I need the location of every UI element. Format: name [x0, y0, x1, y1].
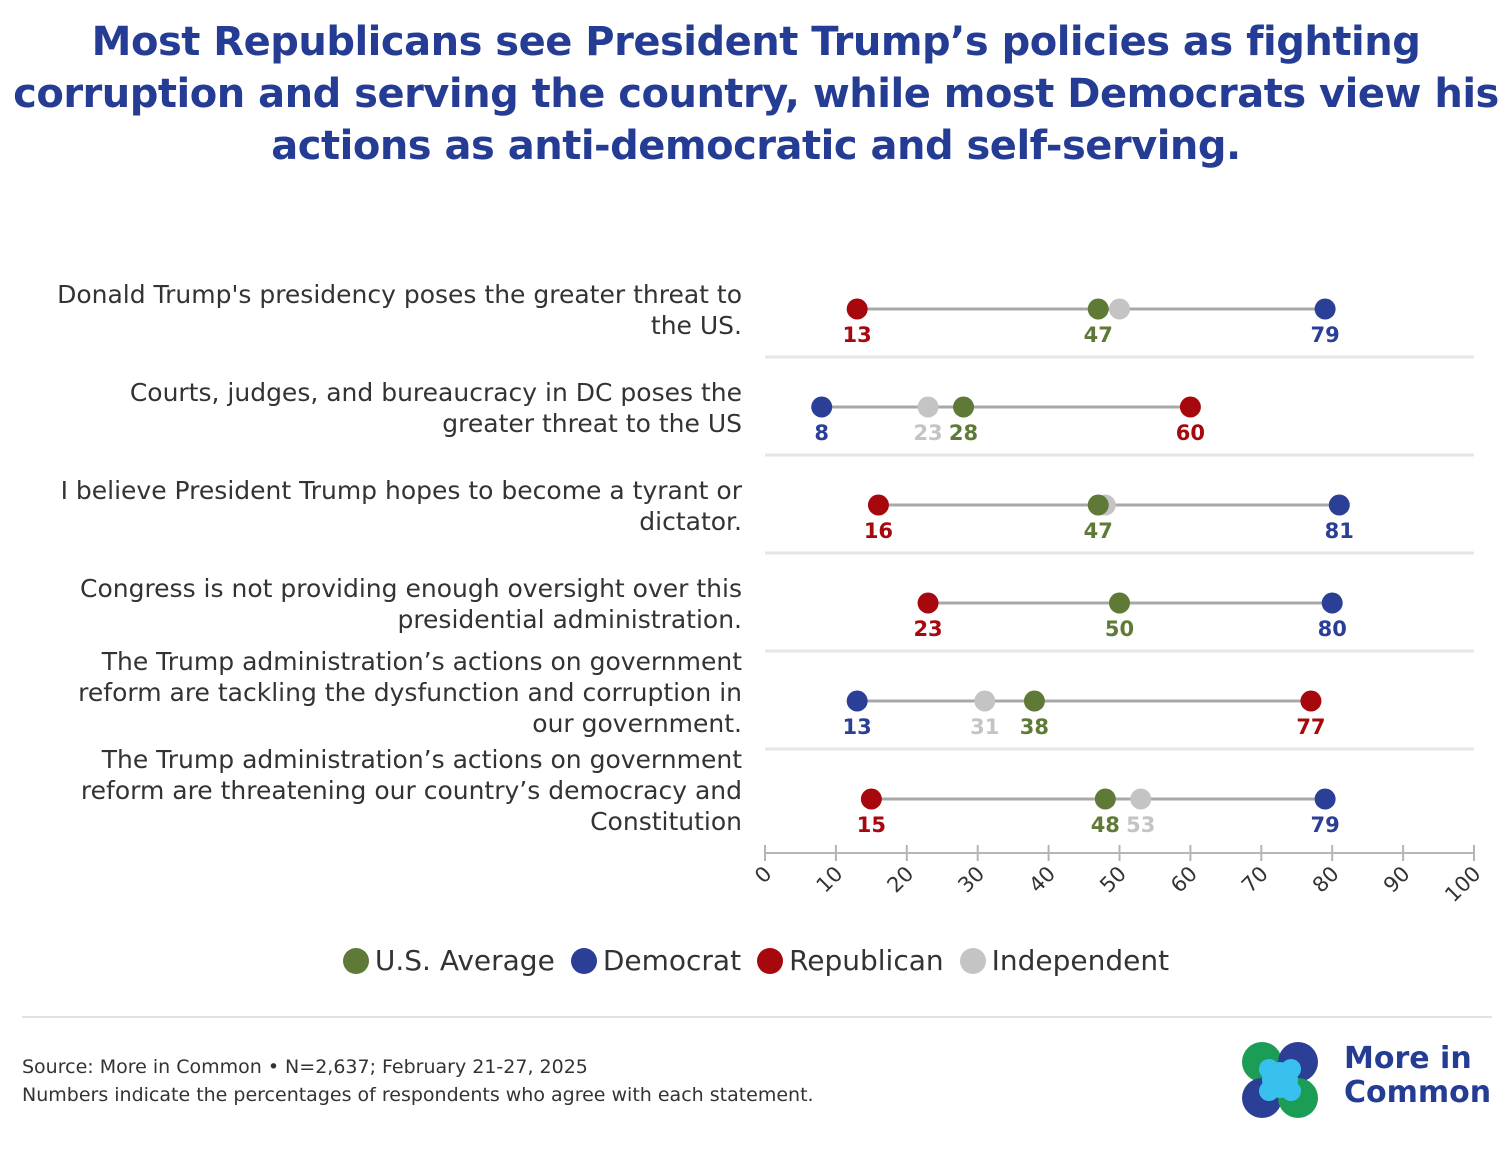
- dot-us-average: [1109, 592, 1130, 614]
- value-label-democrat: 13: [843, 715, 872, 739]
- value-label-independent: 31: [970, 715, 999, 739]
- value-label-us-average: 47: [1084, 323, 1113, 347]
- value-label-independent: 53: [1126, 813, 1155, 837]
- x-tick-label: 90: [1379, 862, 1415, 898]
- dot-republican: [846, 298, 868, 320]
- logo-wordmark: More in Common: [1344, 1042, 1491, 1110]
- row-label: The Trump administration’s actions on go…: [101, 647, 742, 676]
- value-label-us-average: 47: [1084, 519, 1113, 543]
- dot-democrat: [1321, 592, 1343, 614]
- x-tick-label: 60: [1166, 862, 1202, 898]
- row-label: Donald Trump's presidency poses the grea…: [57, 280, 742, 309]
- row-label: reform are tackling the dysfunction and …: [78, 678, 742, 707]
- legend-label-us-average: U.S. Average: [374, 944, 555, 977]
- row-label: presidential administration.: [397, 605, 742, 634]
- value-label-democrat: 81: [1325, 519, 1354, 543]
- chart-title: Most Republicans see President Trump’s p…: [0, 16, 1512, 172]
- row-label: Courts, judges, and bureaucracy in DC po…: [130, 378, 742, 407]
- value-label-us-average: 38: [1020, 715, 1049, 739]
- row-label: The Trump administration’s actions on go…: [101, 745, 742, 774]
- more-in-common-logo: More in Common: [1240, 1040, 1500, 1120]
- dot-us-average: [1087, 298, 1109, 320]
- dot-republican: [917, 592, 939, 614]
- dot-us-average: [1023, 690, 1045, 712]
- row-label: dictator.: [639, 507, 742, 536]
- row-label: I believe President Trump hopes to becom…: [61, 476, 743, 505]
- value-label-us-average: 48: [1091, 813, 1120, 837]
- dot-democrat: [1328, 494, 1350, 516]
- value-label-republican: 13: [843, 323, 872, 347]
- dot-republican: [1179, 396, 1201, 418]
- value-label-republican: 60: [1176, 421, 1205, 445]
- dot-independent: [1109, 298, 1130, 320]
- title-line-3: actions as anti-democratic and self-serv…: [271, 123, 1241, 169]
- dot-republican: [1300, 690, 1322, 712]
- x-tick-label: 80: [1308, 862, 1344, 898]
- x-tick-label: 30: [953, 862, 989, 898]
- value-label-democrat: 80: [1318, 617, 1347, 641]
- x-tick-label: 0: [750, 862, 776, 888]
- legend-item-us-average: U.S. Average: [342, 944, 555, 977]
- footer-divider: [22, 1016, 1492, 1018]
- legend-item-independent: Independent: [959, 944, 1170, 977]
- legend-item-republican: Republican: [757, 944, 944, 977]
- row-label: our government.: [532, 709, 742, 738]
- dot-republican: [867, 494, 889, 516]
- legend-swatch-democrat: [570, 947, 597, 974]
- legend: U.S. Average Democrat Republican Indepen…: [0, 944, 1512, 977]
- legend-label-republican: Republican: [789, 944, 944, 977]
- dot-range-chart: Donald Trump's presidency poses the grea…: [57, 280, 1485, 907]
- dot-democrat: [1314, 298, 1336, 320]
- dot-independent: [917, 396, 939, 418]
- value-label-republican: 15: [857, 813, 886, 837]
- dot-democrat: [1314, 788, 1336, 810]
- source-note: Source: More in Common • N=2,637; Februa…: [22, 1056, 588, 1078]
- x-tick-label: 20: [882, 862, 918, 898]
- legend-label-democrat: Democrat: [602, 944, 742, 977]
- dot-independent: [974, 690, 996, 712]
- value-label-democrat: 8: [814, 421, 829, 445]
- value-label-independent: 23: [913, 421, 942, 445]
- value-label-republican: 77: [1296, 715, 1325, 739]
- logo-mark-icon: [1242, 1042, 1318, 1118]
- legend-swatch-independent: [959, 947, 986, 974]
- value-label-us-average: 28: [949, 421, 978, 445]
- value-label-us-average: 50: [1105, 617, 1134, 641]
- row-label: greater threat to the US: [442, 409, 742, 438]
- dot-democrat: [811, 396, 833, 418]
- x-tick-label: 100: [1440, 862, 1485, 907]
- dot-republican: [860, 788, 882, 810]
- x-tick-label: 70: [1237, 862, 1273, 898]
- value-label-republican: 23: [913, 617, 942, 641]
- row-label: Constitution: [590, 807, 742, 836]
- value-label-democrat: 79: [1310, 323, 1339, 347]
- dot-democrat: [846, 690, 868, 712]
- title-line-2: corruption and serving the country, whil…: [13, 71, 1499, 117]
- x-tick-label: 10: [812, 862, 848, 898]
- value-label-democrat: 79: [1310, 813, 1339, 837]
- legend-item-democrat: Democrat: [570, 944, 742, 977]
- row-label: reform are threatening our country’s dem…: [81, 776, 742, 805]
- footnote: Numbers indicate the percentages of resp…: [22, 1084, 814, 1106]
- legend-swatch-republican: [757, 947, 784, 974]
- legend-label-independent: Independent: [991, 944, 1170, 977]
- x-tick-label: 50: [1095, 862, 1131, 898]
- logo-text-line-1: More in: [1344, 1041, 1472, 1076]
- dot-us-average: [953, 396, 975, 418]
- value-label-republican: 16: [864, 519, 893, 543]
- logo-text-line-2: Common: [1344, 1075, 1492, 1110]
- row-label: Congress is not providing enough oversig…: [80, 574, 742, 603]
- row-label: the US.: [651, 311, 742, 340]
- dot-us-average: [1094, 788, 1116, 810]
- dot-us-average: [1087, 494, 1109, 516]
- title-line-1: Most Republicans see President Trump’s p…: [91, 19, 1421, 65]
- x-tick-label: 40: [1024, 862, 1060, 898]
- legend-swatch-us-average: [342, 947, 369, 974]
- dot-independent: [1130, 788, 1152, 810]
